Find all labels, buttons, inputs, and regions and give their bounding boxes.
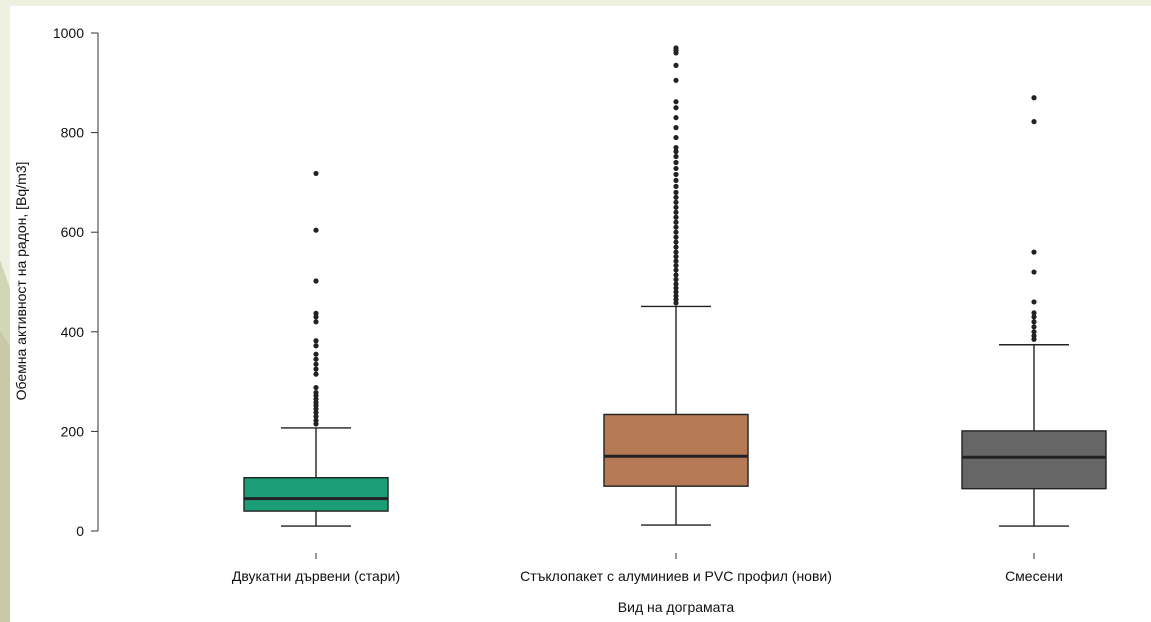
outlier-point xyxy=(1031,249,1037,255)
outlier-point xyxy=(673,209,679,215)
outlier-point xyxy=(1031,269,1037,275)
outlier-point xyxy=(673,219,679,225)
chart-panel: 0 200 400 600 800 1000 Двукатни дървени (стар… xyxy=(10,6,1151,622)
outlier-point xyxy=(673,134,679,141)
outlier-point xyxy=(673,214,679,220)
outlier-point xyxy=(673,165,679,172)
outlier-point xyxy=(313,343,319,349)
outlier-point xyxy=(673,125,679,131)
outlier-point xyxy=(1031,119,1037,125)
outlier-point xyxy=(673,272,679,278)
outlier-point xyxy=(673,285,679,291)
box-iqr xyxy=(243,477,389,512)
outlier-point xyxy=(1031,329,1037,335)
outlier-point xyxy=(313,366,319,372)
outlier-point xyxy=(673,199,679,205)
y-tick-label: 800 xyxy=(61,125,85,141)
outlier-point xyxy=(673,267,679,273)
boxplot-series xyxy=(243,45,1107,527)
outlier-point xyxy=(673,183,679,189)
outlier-point xyxy=(673,281,679,287)
outlier-point xyxy=(673,62,679,68)
outlier-point xyxy=(313,310,319,316)
y-tick-label: 0 xyxy=(76,523,84,539)
outlier-point xyxy=(1031,319,1037,325)
outlier-point xyxy=(313,413,319,420)
outlier-point xyxy=(1031,333,1037,339)
outlier-point xyxy=(313,351,319,357)
outlier-point xyxy=(313,356,319,362)
outlier-point xyxy=(673,234,679,240)
outlier-point xyxy=(1031,95,1037,101)
outlier-point xyxy=(1031,299,1037,305)
outlier-point xyxy=(313,278,319,284)
outlier-point xyxy=(673,239,679,245)
x-tick-label: Стъклопакет с алуминиев и PVC профил (но… xyxy=(520,568,832,584)
outlier-point xyxy=(313,389,319,396)
outlier-point xyxy=(313,384,319,391)
x-tick-label: Смесени xyxy=(1005,568,1063,584)
outlier-point xyxy=(673,254,679,260)
outlier-point xyxy=(313,371,319,377)
boxplot-chart: 0 200 400 600 800 1000 Двукатни дървени (стар… xyxy=(13,25,1107,615)
box-group xyxy=(603,45,749,526)
outlier-point xyxy=(1031,310,1037,316)
outlier-point xyxy=(673,293,679,299)
outlier-point xyxy=(1031,324,1037,330)
outlier-point xyxy=(673,148,679,155)
box-iqr xyxy=(961,430,1107,490)
y-tick-label: 400 xyxy=(61,324,85,340)
outlier-point xyxy=(673,159,679,166)
y-axis-label: Обемна активност на радон, [Bq/m3] xyxy=(13,162,29,401)
y-axis: 0 200 400 600 800 1000 xyxy=(53,25,99,539)
y-tick-label: 1000 xyxy=(53,25,84,41)
outlier-point xyxy=(673,153,679,160)
outlier-point xyxy=(313,319,319,325)
outlier-point xyxy=(673,262,679,269)
y-tick-label: 200 xyxy=(61,423,85,439)
box-group xyxy=(961,95,1107,527)
x-axis: Двукатни дървени (стари) Стъклопакет с ал… xyxy=(232,553,1063,584)
outlier-point xyxy=(673,77,679,83)
outlier-point xyxy=(313,338,319,344)
outlier-point xyxy=(673,244,679,250)
outlier-point xyxy=(673,171,679,178)
outlier-point xyxy=(313,170,319,177)
outlier-point xyxy=(673,105,679,111)
box-group xyxy=(243,170,389,527)
outlier-point xyxy=(673,289,679,295)
y-tick-label: 600 xyxy=(61,224,85,240)
x-axis-label: Вид на дограмата xyxy=(618,599,735,615)
outlier-point xyxy=(673,144,679,151)
x-tick-label: Двукатни дървени (стари) xyxy=(232,568,400,584)
outlier-point xyxy=(673,249,679,255)
outlier-point xyxy=(313,361,319,367)
outlier-point xyxy=(673,45,679,51)
outlier-point xyxy=(673,229,679,235)
outlier-point xyxy=(673,115,679,121)
outlier-point xyxy=(313,227,319,233)
outlier-point xyxy=(1031,314,1037,320)
outlier-point xyxy=(673,99,679,105)
outlier-point xyxy=(673,258,679,264)
box-iqr xyxy=(603,413,749,487)
outlier-point xyxy=(673,194,679,200)
outlier-point xyxy=(673,189,679,195)
outlier-point xyxy=(673,204,679,210)
outlier-point xyxy=(673,177,679,184)
outlier-point xyxy=(673,224,679,230)
outlier-point xyxy=(313,417,319,424)
outlier-point xyxy=(673,276,679,283)
